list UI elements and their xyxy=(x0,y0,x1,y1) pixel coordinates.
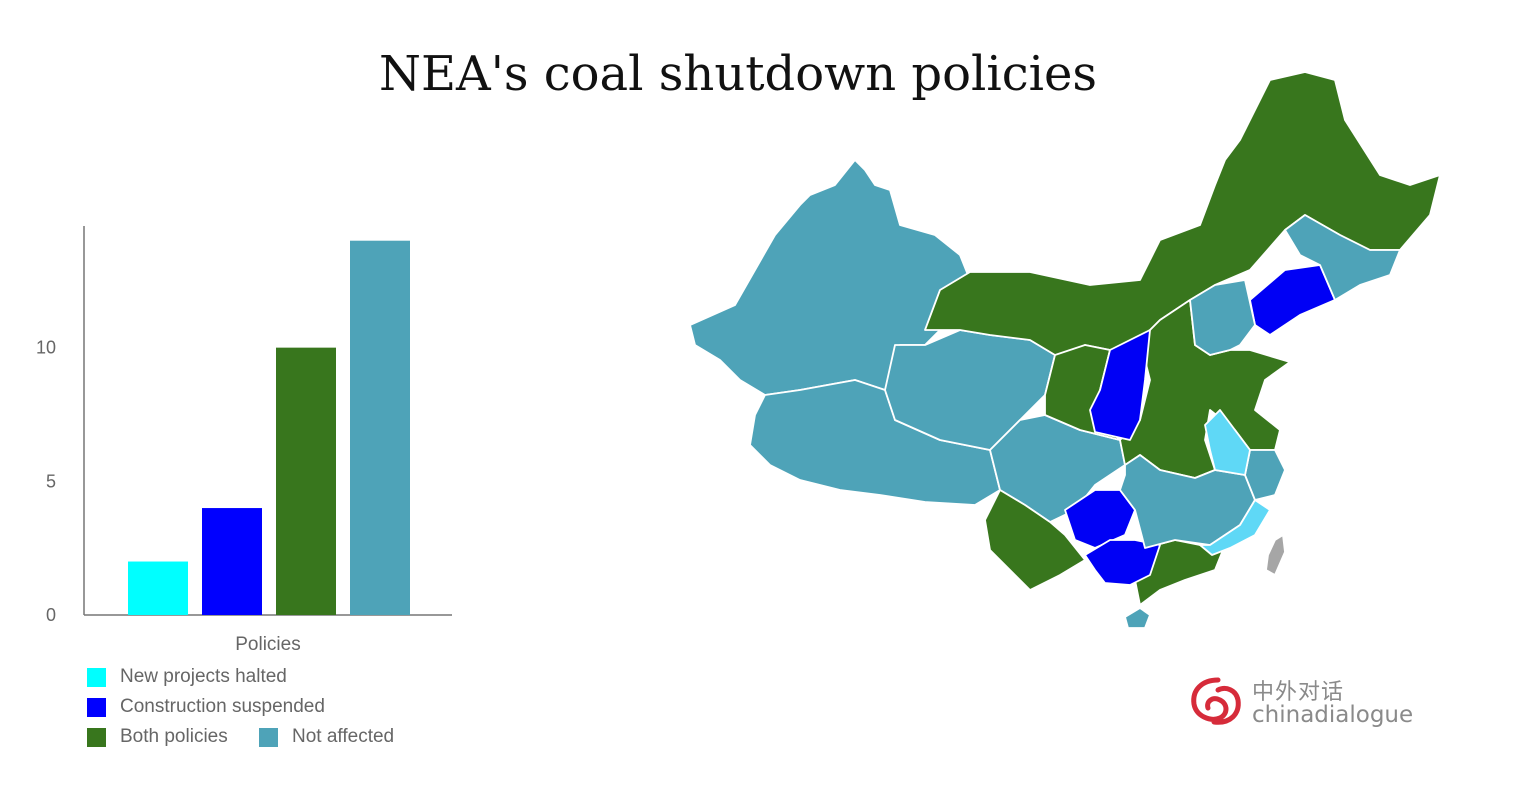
legend-label: Both policies xyxy=(120,726,228,747)
bar-not-affected xyxy=(350,240,410,615)
map-region-hebei-not-affected xyxy=(1189,279,1256,356)
legend-item: Both policies xyxy=(87,726,228,748)
map-region-tibet-not-affected xyxy=(749,379,1001,506)
legend-label: Construction suspended xyxy=(120,696,325,717)
map-region-fujian-new-projects-halted xyxy=(1199,499,1271,556)
map-region-guangxi-construction-suspended xyxy=(1084,539,1161,586)
map-region-guizhou-construction-suspended xyxy=(1064,489,1136,549)
bar-layer xyxy=(128,240,410,615)
bar-new-projects-halted xyxy=(128,561,188,615)
legend-item: New projects halted xyxy=(87,666,287,688)
bar-construction-suspended xyxy=(202,508,262,615)
china-province-map xyxy=(689,71,1441,629)
map-region-liaoning-construction-suspended xyxy=(1249,264,1336,336)
map-region-shaanxi-construction-suspended xyxy=(1089,329,1151,441)
y-tick-label: 0 xyxy=(46,605,56,625)
logo-chinese-text: 中外对话 xyxy=(1252,680,1345,705)
map-region-jilin-not-affected xyxy=(1284,214,1401,301)
y-tick-label: 10 xyxy=(36,338,56,358)
map-region-taiwan-no-data xyxy=(1265,534,1286,576)
legend-label: Not affected xyxy=(292,726,395,747)
legend-swatch xyxy=(87,697,106,717)
map-region-southwest-both-policies xyxy=(984,489,1086,591)
legend-item: Construction suspended xyxy=(87,696,325,718)
legend-item: Not affected xyxy=(259,726,394,748)
logo-english-text: chinadialogue xyxy=(1252,702,1414,728)
bar-both-policies xyxy=(276,347,336,615)
bar-chart: 0 5 10 Policies xyxy=(36,226,452,655)
legend-swatch xyxy=(87,667,106,687)
chinadialogue-swirl-icon xyxy=(1191,677,1241,725)
y-tick-label: 5 xyxy=(46,471,56,491)
legend-swatch xyxy=(259,727,278,747)
map-region-hainan-not-affected xyxy=(1124,607,1151,629)
legend-label: New projects halted xyxy=(120,666,287,687)
chinadialogue-logo: 中外对话 chinadialogue xyxy=(1188,672,1418,732)
legend-swatch xyxy=(87,727,106,747)
chart-title: NEA's coal shutdown policies xyxy=(378,46,1098,102)
x-category-label: Policies xyxy=(235,634,300,655)
map-region-anhui-new-projects-halted xyxy=(1204,409,1251,476)
